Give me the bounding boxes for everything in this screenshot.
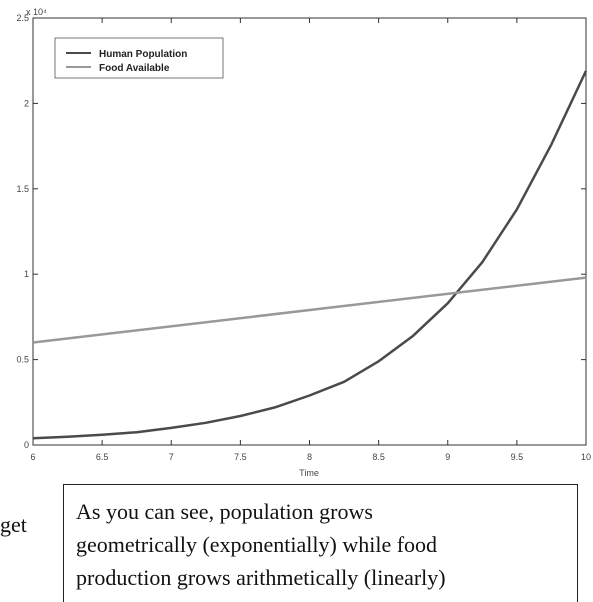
caption-line: production grows arithmetically (linearl… [76, 565, 446, 590]
x-tick-label: 8 [307, 452, 312, 462]
y-tick-label: 0.5 [16, 355, 29, 365]
x-tick-label: 8.5 [372, 452, 385, 462]
x-tick-label: 7 [169, 452, 174, 462]
plot-area-frame [32, 17, 587, 446]
x-tick-label: 6.5 [96, 452, 109, 462]
caption-box: As you can see, population grows geometr… [63, 484, 578, 602]
x-tick-label: 7.5 [234, 452, 247, 462]
chart: 6 6.5 7 7.5 8 8.5 9 9.5 10 0 0.5 1 1.5 2 2.5 x 10⁴ Ti… [16, 7, 591, 478]
x-tick-label: 6 [30, 452, 35, 462]
x-tick-label: 10 [581, 452, 591, 462]
y-tick-label: 0 [24, 440, 29, 450]
caption-line: As you can see, population grows [76, 499, 373, 524]
legend-label-food-available: Food Available [99, 63, 170, 74]
y-tick-label: 1.5 [16, 184, 29, 194]
series-line-human-population [32, 70, 588, 440]
x-axis-title: Time [299, 468, 319, 478]
series-line-food-available [32, 276, 587, 344]
y-multiplier-label: x 10⁴ [26, 7, 47, 17]
cropped-text-fragment: get [0, 512, 27, 537]
x-axis: 6 6.5 7 7.5 8 8.5 9 9.5 10 [30, 18, 591, 462]
legend: Human Population Food Available [54, 37, 224, 79]
y-axis: 0 0.5 1 1.5 2 2.5 [16, 13, 586, 450]
x-tick-label: 9.5 [511, 452, 524, 462]
caption-line: geometrically (exponentially) while food [76, 532, 438, 557]
series-layer [32, 70, 588, 440]
legend-label-human-population: Human Population [99, 49, 187, 60]
legend-box [54, 37, 224, 79]
y-tick-label: 2 [24, 98, 29, 108]
y-tick-label: 1 [24, 269, 29, 279]
y-tick-label: 2.5 [16, 13, 29, 23]
x-tick-label: 9 [445, 452, 450, 462]
